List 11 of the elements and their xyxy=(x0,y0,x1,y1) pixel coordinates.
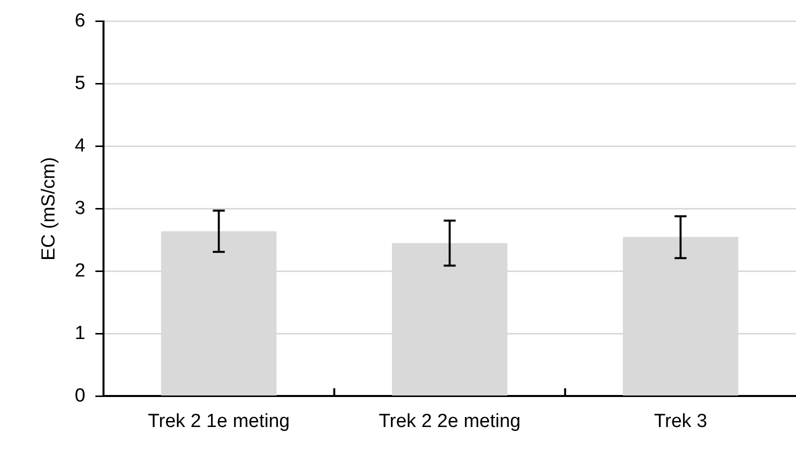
y-tick-label: 3 xyxy=(74,198,86,220)
y-tick-label: 5 xyxy=(74,73,86,94)
y-tick-label: 4 xyxy=(74,136,86,157)
x-tick-label: Trek 2 2e meting xyxy=(378,410,521,432)
y-tick-label: 2 xyxy=(74,260,86,282)
x-tick-label: Trek 3 xyxy=(654,410,708,432)
y-tick-label: 0 xyxy=(74,385,86,406)
y-tick-label: 6 xyxy=(74,10,86,32)
x-tick-label: Trek 2 1e meting xyxy=(148,410,290,432)
y-axis-title: EC (mS/cm) xyxy=(38,157,60,261)
y-tick-label: 1 xyxy=(74,322,86,344)
